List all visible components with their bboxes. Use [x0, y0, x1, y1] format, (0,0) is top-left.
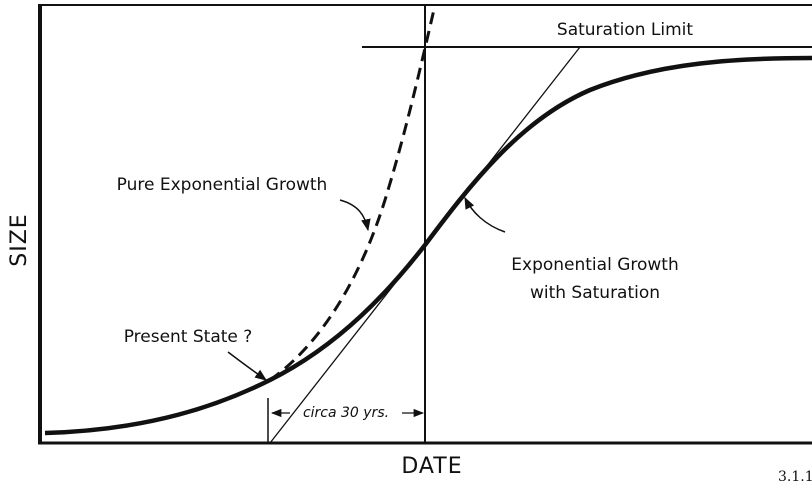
y-axis-label: SIZE — [7, 213, 32, 266]
saturation-curve — [44, 55, 812, 436]
pointer-arrow — [339, 199, 371, 232]
x-axis-label: DATE — [401, 454, 462, 479]
exponential-label: Pure Exponential Growth — [117, 175, 328, 195]
saturation-curve-label: with Saturation — [530, 283, 660, 303]
present-label: Present State ? — [124, 327, 253, 347]
saturation-label: Saturation Limit — [557, 20, 694, 40]
interval-label: circa 30 yrs. — [303, 405, 389, 421]
pointer-arrow — [464, 196, 506, 233]
pointer-arrow — [227, 351, 267, 381]
figure-number: 3.1.1 — [778, 469, 812, 483]
saturation-curve-label: Exponential Growth — [511, 255, 678, 275]
exponential-curve — [269, 4, 437, 382]
